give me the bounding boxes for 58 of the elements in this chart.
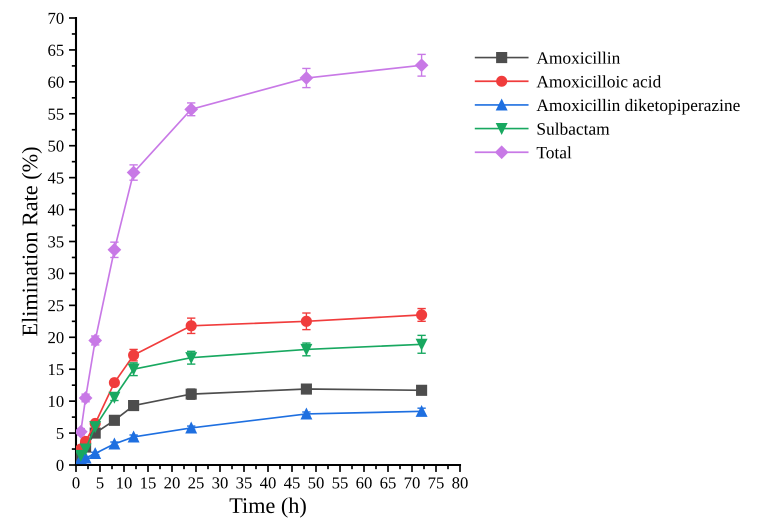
x-tick-label: 0	[72, 477, 80, 489]
x-tick-label: 30	[212, 477, 228, 489]
x-axis-title: Time (h)	[230, 497, 306, 518]
point	[186, 320, 197, 332]
x-tick-label: 40	[260, 477, 276, 489]
y-tick-label: 30	[48, 268, 64, 280]
legend-label: Total	[536, 146, 572, 158]
point	[90, 421, 101, 432]
x-tick-label: 55	[332, 477, 348, 489]
y-axis-title: Elimination Rate (%)	[22, 147, 42, 336]
x-tick-label: 50	[308, 477, 324, 489]
y-tick-label: 25	[48, 300, 64, 312]
legend-label: Sulbactam	[538, 122, 610, 135]
legend-label: Amoxicillin	[536, 52, 620, 64]
y-tick-label: 35	[48, 236, 64, 248]
point	[108, 392, 120, 403]
y-tick-label: 60	[48, 76, 64, 88]
point	[300, 408, 312, 420]
x-tick-label: 15	[141, 477, 156, 489]
y-tick-label: 55	[48, 108, 64, 120]
x-tick-label: 65	[380, 477, 396, 489]
point	[90, 448, 101, 460]
x-tick-label: 60	[356, 477, 372, 489]
point	[79, 391, 92, 405]
x-tick-label: 5	[96, 477, 104, 489]
y-tick-label: 0	[56, 460, 64, 471]
legend-label: Amoxicillin diketopiperazine	[536, 98, 740, 115]
x-tick-label: 20	[164, 477, 180, 489]
point	[300, 71, 313, 85]
point	[186, 422, 197, 434]
y-tick-label: 45	[48, 172, 64, 184]
y-tick-label: 5	[56, 428, 64, 440]
point	[108, 438, 120, 450]
x-tick-label: 10	[117, 477, 132, 489]
y-tick-label: 50	[48, 140, 64, 152]
x-tick-label: 75	[428, 477, 444, 489]
point	[108, 414, 120, 426]
x-tick-label: 70	[404, 477, 420, 489]
y-tick-label: 70	[48, 12, 64, 24]
legend-label: Amoxicilloic acid	[536, 75, 662, 88]
x-tick-label: 80	[452, 477, 468, 489]
y-tick-label: 65	[48, 44, 64, 56]
point	[415, 58, 428, 72]
point	[128, 400, 140, 412]
x-tick-label: 35	[236, 477, 252, 489]
y-tick-label: 10	[48, 396, 64, 408]
x-tick-label: 45	[284, 477, 300, 489]
point	[108, 377, 120, 388]
point	[300, 383, 312, 395]
point	[416, 338, 428, 350]
y-tick-label: 20	[48, 332, 64, 344]
y-tick-label: 15	[48, 364, 64, 376]
x-tick-label: 25	[188, 477, 204, 489]
point	[128, 431, 140, 442]
point	[416, 384, 428, 396]
y-tick-label: 40	[48, 204, 64, 216]
point	[416, 406, 428, 417]
point	[300, 316, 312, 327]
